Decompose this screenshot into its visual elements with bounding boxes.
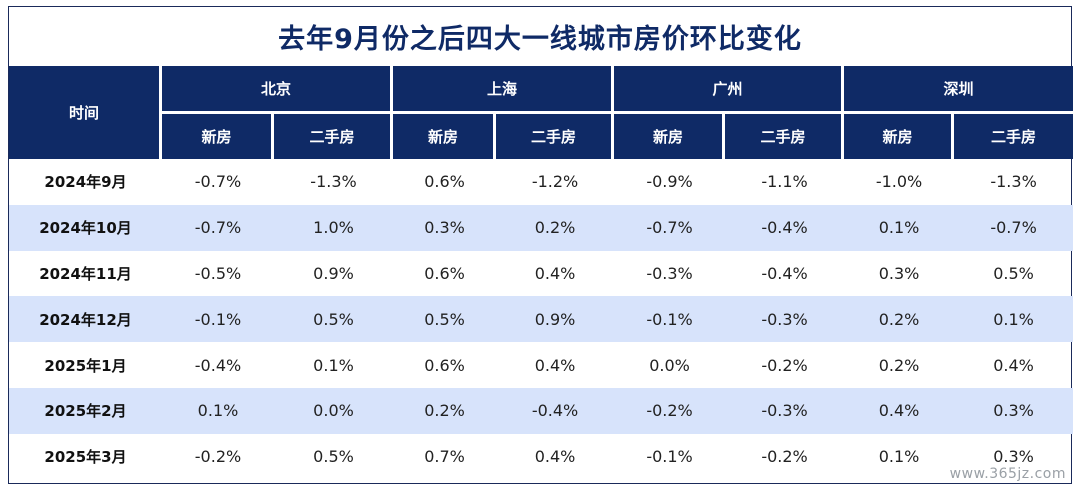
row-time-cell: 2024年11月 (39, 264, 132, 283)
header-row-cities: 时间 北京 上海 广州 深圳 (9, 66, 1074, 159)
value-cell: 0.0% (274, 387, 394, 434)
table-row: 2024年12月 -0.1% 0.5% 0.5% 0.9% -0.1% -0.3% 0.2% 0… (9, 296, 1074, 343)
watermark: www.365jz.com (949, 466, 1066, 482)
value-cell: 0.4% (844, 387, 955, 434)
header-second-hand: 二手房 (274, 114, 394, 159)
header-city-shenzhen: 深圳 (844, 66, 1074, 114)
row-time-cell: 2024年10月 (9, 204, 162, 251)
value-cell: -0.4% (194, 355, 242, 375)
value-cell: -1.1% (761, 172, 808, 192)
value-cell: -0.3% (646, 263, 693, 283)
table-row: 2025年3月 -0.2% 0.5% 0.7% 0.4% -0.1% -0.2% 0.1% 0.… (9, 434, 1073, 480)
value-cell: -0.9% (646, 172, 693, 192)
table-row: 2024年11月 -0.5% 0.9% 0.6% 0.4% -0.3% -0.4% 0.3% 0… (9, 251, 1073, 297)
value-cell: 0.3% (993, 447, 1034, 467)
value-cell: -0.4% (725, 204, 845, 251)
table-row: 2025年1月 -0.4% 0.1% 0.6% 0.4% 0.0% -0.2% 0.2% 0.4… (9, 342, 1073, 388)
header-city-shanghai: 上海 (393, 66, 615, 114)
value-cell: 0.3% (393, 204, 497, 251)
value-cell: 0.4% (534, 355, 576, 375)
value-cell: -0.4% (496, 387, 615, 434)
header-new-house: 新房 (614, 114, 726, 159)
value-cell: 0.1% (313, 355, 354, 375)
value-cell: 0.1% (878, 447, 920, 467)
value-cell: -0.2% (614, 387, 726, 434)
value-cell: 0.3% (954, 387, 1074, 434)
value-cell: -0.3% (725, 387, 845, 434)
header-time: 时间 (9, 66, 162, 159)
header-new-house: 新房 (393, 114, 497, 159)
value-cell: 1.0% (274, 204, 394, 251)
value-cell: 0.3% (878, 263, 920, 283)
value-cell: 0.6% (424, 263, 465, 283)
value-cell: -0.2% (194, 447, 242, 467)
table-body: 2024年9月 -0.7% -1.3% 0.6% -1.2% -0.9% -1.1% -1.0… (9, 159, 1074, 480)
value-cell: -0.7% (194, 172, 242, 192)
value-cell: -1.2% (531, 172, 579, 192)
value-cell: -0.2% (761, 447, 808, 467)
value-cell: -0.2% (761, 355, 808, 375)
value-cell: 0.2% (878, 355, 920, 375)
value-cell: 0.7% (424, 447, 465, 467)
row-time-cell: 2025年1月 (44, 356, 127, 375)
value-cell: 0.4% (993, 355, 1034, 375)
value-cell: 0.2% (844, 296, 955, 343)
value-cell: 0.4% (534, 263, 576, 283)
header-second-hand: 二手房 (954, 114, 1074, 159)
value-cell: -0.4% (761, 263, 808, 283)
value-cell: 0.6% (424, 355, 465, 375)
header-new-house: 新房 (844, 114, 955, 159)
header-city-beijing: 北京 (162, 66, 394, 114)
value-cell: 0.1% (954, 296, 1074, 343)
value-cell: -0.7% (954, 204, 1074, 251)
value-cell: -0.5% (194, 263, 242, 283)
value-cell: 0.4% (534, 447, 576, 467)
value-cell: 0.6% (424, 172, 465, 192)
value-cell: 0.5% (313, 447, 354, 467)
table-row: 2025年2月 0.1% 0.0% 0.2% -0.4% -0.2% -0.3% 0.4% 0.… (9, 387, 1074, 434)
value-cell: -0.1% (646, 447, 693, 467)
value-cell: 0.1% (844, 204, 955, 251)
value-cell: 0.5% (393, 296, 497, 343)
table-row: 2024年10月 -0.7% 1.0% 0.3% 0.2% -0.7% -0.4% 0.1% -… (9, 204, 1074, 251)
price-change-table: 时间 北京 上海 广州 深圳 新房 二手房 新房 二手房 新房 二手房 新房 二… (9, 66, 1074, 480)
value-cell: -1.3% (310, 172, 357, 192)
row-time-cell: 2024年12月 (9, 296, 162, 343)
value-cell: 0.0% (649, 355, 690, 375)
value-cell: -0.7% (162, 204, 274, 251)
value-cell: -1.3% (990, 172, 1037, 192)
value-cell: -0.3% (725, 296, 845, 343)
row-time-cell: 2025年3月 (44, 448, 127, 467)
header-second-hand: 二手房 (725, 114, 845, 159)
value-cell: -0.1% (162, 296, 274, 343)
row-time-cell: 2024年9月 (44, 173, 127, 192)
table-frame: 去年9月份之后四大一线城市房价环比变化 时间 北京 上海 广州 深圳 新房 二手… (8, 6, 1074, 484)
value-cell: 0.9% (496, 296, 615, 343)
value-cell: -1.0% (875, 172, 923, 192)
table-title: 去年9月份之后四大一线城市房价环比变化 (278, 24, 802, 55)
header-new-house: 新房 (162, 114, 274, 159)
value-cell: 0.5% (274, 296, 394, 343)
header-second-hand: 二手房 (496, 114, 615, 159)
row-time-cell: 2025年2月 (9, 387, 162, 434)
value-cell: 0.2% (496, 204, 615, 251)
value-cell: 0.9% (313, 263, 354, 283)
header-row-types: 新房 二手房 新房 二手房 新房 二手房 新房 二手房 (9, 114, 1074, 159)
value-cell: 0.2% (393, 387, 497, 434)
value-cell: -0.7% (614, 204, 726, 251)
value-cell: 0.5% (993, 263, 1034, 283)
value-cell: 0.1% (162, 387, 274, 434)
value-cell: -0.1% (614, 296, 726, 343)
table-row: 2024年9月 -0.7% -1.3% 0.6% -1.2% -0.9% -1.1% -1.0… (9, 159, 1073, 205)
header-city-guangzhou: 广州 (614, 66, 845, 114)
